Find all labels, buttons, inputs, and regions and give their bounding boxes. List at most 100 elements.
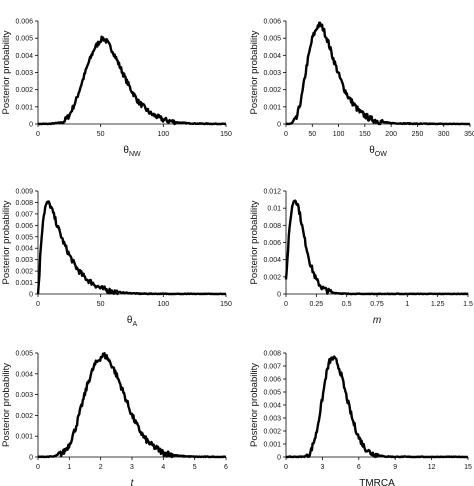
y-tick-label: 0.002 [263,274,281,281]
y-tick-label: 0.007 [15,211,33,218]
y-tick-label: 0.008 [263,351,281,358]
x-tick-label: 1 [405,301,409,308]
x-tick-label: 0 [284,464,288,471]
y-tick-label: 0.003 [15,392,33,399]
chart-panel-2: 0 0.001 0.002 0.003 0.004 0.005 0.006 0 50 100 150… [249,19,474,159]
posterior-density-line [36,200,227,296]
x-axis-title: θOW [369,145,387,158]
x-tick-label: 200 [385,131,397,138]
x-tick-label: 150 [220,301,232,308]
posterior-density-line [285,21,471,126]
x-tick-label: 0.75 [370,301,384,308]
x-axis-title-main: θ [123,145,129,156]
x-tick-label: 9 [393,464,397,471]
y-tick-label: 0.004 [263,257,281,264]
x-tick-label: 12 [428,464,436,471]
x-tick-label: 250 [412,131,424,138]
chart-panel-1: 0 0.001 0.002 0.003 0.004 0.005 0.006 0 50 100 150… [1,19,232,159]
x-axis-title: θA [127,315,138,328]
x-tick-label: 50 [97,301,105,308]
x-tick-label: 0 [284,301,288,308]
x-tick-label: 150 [220,131,232,138]
y-tick-label: 0.001 [263,442,281,449]
x-tick-label: 0 [36,464,40,471]
y-tick-label: 0.008 [15,200,33,207]
y-axis-title: Posterior probability [249,363,260,447]
y-tick-label: 0.004 [15,371,33,378]
x-tick-label: 6 [357,464,361,471]
x-tick-label: 1.25 [431,301,445,308]
y-tick-label: 0.009 [15,189,33,196]
y-tick-label: 0.005 [15,36,33,43]
y-tick-label: 0.003 [15,257,33,264]
posterior-density-line [37,35,227,126]
y-tick-label: 0 [277,455,281,462]
x-tick-label: 1.5 [463,301,473,308]
y-tick-label: 0.005 [263,36,281,43]
y-tick-label: 0.001 [263,104,281,111]
x-tick-label: 350 [464,131,474,138]
y-axis-title: Posterior probability [1,30,12,114]
x-axis-title-main: t [131,478,135,486]
x-tick-label: 6 [224,464,228,471]
x-tick-label: 50 [308,131,316,138]
y-tick-label: 0.004 [15,53,33,60]
posterior-density-line [37,351,227,459]
y-tick-label: 0.006 [15,19,33,26]
y-tick-label: 0.001 [15,280,33,287]
x-tick-label: 50 [97,131,105,138]
chart-panel-3: 0 0.001 0.002 0.003 0.004 0.005 0.006 0.007 0.00… [1,189,232,329]
x-tick-label: 0 [36,301,40,308]
y-tick-label: 0.003 [263,416,281,423]
x-axis-title-subscript: NW [129,151,141,158]
y-tick-label: 0.006 [15,223,33,230]
x-tick-label: 4 [161,464,165,471]
x-tick-label: 100 [157,131,169,138]
y-tick-label: 0 [277,292,281,299]
x-axis-title-subscript: A [132,321,137,328]
y-axis-title: Posterior probability [249,30,260,114]
x-tick-label: 150 [359,131,371,138]
y-tick-label: 0.005 [263,390,281,397]
y-axis-title: Posterior probability [1,200,12,284]
x-axis-title-main: m [373,315,381,326]
y-tick-label: 0.004 [263,53,281,60]
chart-panel-6: 0 0.001 0.002 0.003 0.004 0.005 0.006 0.007 0.00… [249,351,472,486]
x-tick-label: 1 [67,464,71,471]
x-tick-label: 0.5 [342,301,352,308]
posterior-density-line [285,355,469,459]
y-axis-title: Posterior probability [1,363,12,447]
y-tick-label: 0.008 [263,223,281,230]
posterior-density-line [284,199,469,296]
y-tick-label: 0.003 [15,70,33,77]
y-tick-label: 0.001 [15,104,33,111]
x-tick-label: 15 [464,464,472,471]
x-axis-title-main: θ [369,145,375,156]
y-tick-label: 0.001 [15,434,33,441]
x-tick-label: 3 [130,464,134,471]
x-axis-title-subscript: OW [375,151,387,158]
y-tick-label: 0.006 [263,19,281,26]
x-tick-label: 0.25 [310,301,324,308]
y-tick-label: 0 [29,455,33,462]
y-axis-title: Posterior probability [249,200,260,284]
y-tick-label: 0.004 [263,403,281,410]
x-tick-label: 300 [438,131,450,138]
y-tick-label: 0.012 [263,189,281,196]
x-tick-label: 100 [333,131,345,138]
chart-panel-4: 0 0.002 0.004 0.006 0.008 0.01 0.012 0 0.25 0.5 0.… [249,189,473,327]
y-tick-label: 0.002 [15,413,33,420]
chart-panel-5: 0 0.001 0.002 0.003 0.004 0.005 0 1 2 3 4 5 6 Posteri… [1,351,228,486]
y-tick-label: 0.004 [15,246,33,253]
x-tick-label: 0 [36,131,40,138]
x-tick-label: 5 [193,464,197,471]
x-axis-title: t [131,478,135,486]
y-tick-label: 0.007 [263,364,281,371]
y-tick-label: 0.002 [15,269,33,276]
y-tick-label: 0.002 [15,87,33,94]
y-tick-label: 0 [29,292,33,299]
x-tick-label: 0 [284,131,288,138]
x-axis-title: TMRCA [359,478,395,486]
x-tick-label: 2 [99,464,103,471]
